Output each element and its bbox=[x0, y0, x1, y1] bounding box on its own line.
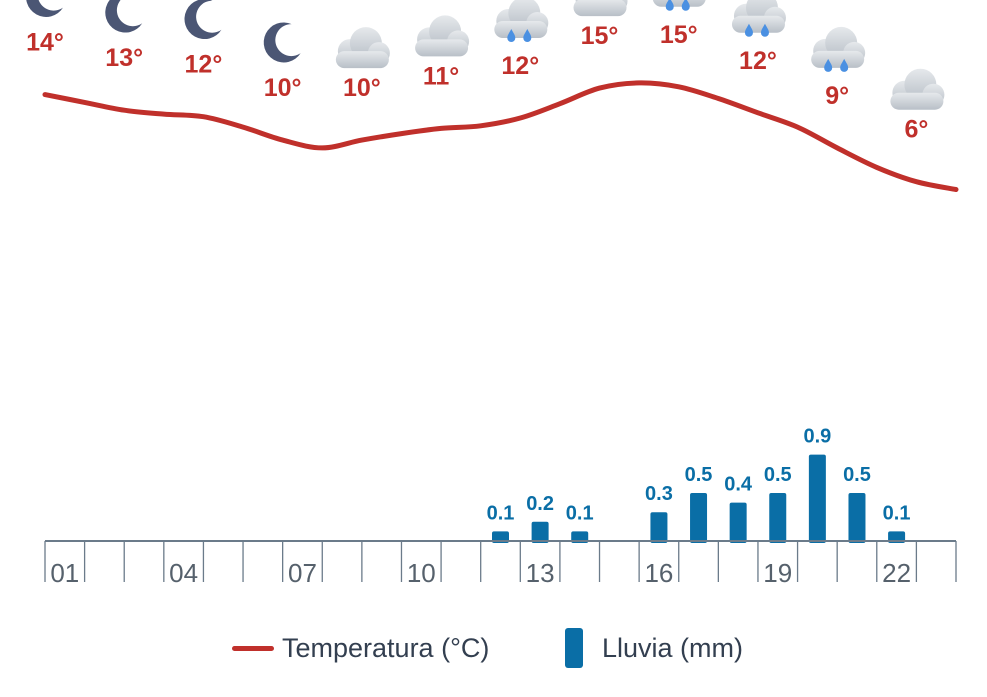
rain-drop bbox=[523, 29, 532, 42]
temperature-label: 13° bbox=[105, 44, 143, 72]
cloud-base bbox=[494, 21, 548, 38]
temperature-label: 12° bbox=[739, 47, 777, 75]
cloud-icon bbox=[890, 68, 945, 110]
temperature-label: 12° bbox=[185, 51, 223, 79]
rain-bar bbox=[848, 493, 866, 543]
temperature-label: 12° bbox=[501, 52, 539, 80]
x-tick-label: 22 bbox=[882, 558, 911, 588]
cloud-base bbox=[811, 50, 865, 68]
moon-shape bbox=[26, 0, 63, 17]
legend: Temperatura (°C) Lluvia (mm) bbox=[0, 620, 987, 676]
rain-bar bbox=[690, 493, 708, 543]
legend-label-rain: Lluvia (mm) bbox=[602, 632, 744, 663]
rain-value-label: 0.9 bbox=[803, 426, 831, 448]
temperature-label: 6° bbox=[904, 116, 928, 144]
x-tick-label: 16 bbox=[644, 558, 673, 588]
x-tick-label: 19 bbox=[763, 558, 792, 588]
x-axis: 01 04 07 10 13 16 19 22 bbox=[44, 540, 957, 588]
cloud-shape bbox=[415, 15, 470, 57]
legend-item-rain: Lluvia (mm) bbox=[565, 620, 743, 676]
rain-cloud-icon bbox=[811, 26, 866, 72]
temperature-label: 9° bbox=[825, 82, 849, 110]
rain-drop bbox=[665, 0, 674, 11]
temperature-line bbox=[42, 80, 959, 192]
rain-cloud-icon bbox=[731, 0, 786, 37]
rain-cloud-icon bbox=[494, 0, 549, 42]
rain-bar bbox=[769, 493, 787, 543]
rain-drop bbox=[824, 58, 833, 72]
cloud-base bbox=[335, 51, 389, 69]
temperature-label: 15° bbox=[581, 22, 619, 50]
rain-value-label: 0.1 bbox=[566, 502, 594, 524]
rain-value-labels: 0.1 0.2 0.1 0.3 0.5 0.4 0.5 0.9 0.5 0.1 bbox=[487, 426, 911, 525]
moon-icon bbox=[184, 0, 222, 39]
rain-bar bbox=[531, 521, 549, 543]
rain-drop bbox=[744, 23, 753, 37]
temperature-label: 10° bbox=[343, 74, 381, 102]
moon-shape bbox=[184, 0, 222, 39]
x-tick-label: 07 bbox=[288, 558, 317, 588]
cloud-base bbox=[731, 15, 785, 33]
moon-shape bbox=[105, 0, 143, 33]
moon-shape bbox=[263, 22, 301, 63]
cloud-shape bbox=[335, 27, 390, 69]
rain-bar bbox=[729, 502, 747, 543]
rain-bar bbox=[650, 512, 668, 543]
temperature-swatch bbox=[232, 645, 274, 651]
x-tick-label: 01 bbox=[50, 558, 79, 588]
cloud-icon bbox=[335, 27, 390, 69]
rain-drop bbox=[681, 0, 690, 11]
rain-series bbox=[492, 454, 906, 543]
weather-chart: 14°13° 12°10° 10° 11° 12°15° 15°12°9°6° 0.1 0.… bbox=[26, 0, 959, 588]
rain-value-label: 0.3 bbox=[645, 483, 673, 505]
cloud-base bbox=[890, 92, 944, 110]
cloud-icon bbox=[415, 15, 470, 57]
cloud-base bbox=[652, 0, 706, 7]
x-tick-label: 04 bbox=[169, 558, 198, 588]
temperature-series bbox=[42, 80, 959, 192]
cloud-shape bbox=[494, 0, 549, 38]
weather-icons bbox=[26, 0, 945, 110]
x-tick-label: 13 bbox=[526, 558, 555, 588]
temperature-label: 11° bbox=[423, 62, 459, 90]
rain-swatch bbox=[565, 628, 583, 668]
legend-label-temperature: Temperatura (°C) bbox=[282, 632, 490, 663]
rain-value-label: 0.5 bbox=[843, 464, 871, 486]
cloud-shape bbox=[890, 68, 945, 110]
cloud-shape bbox=[573, 0, 628, 17]
rain-cloud-icon bbox=[652, 0, 706, 11]
cloud-icon bbox=[573, 0, 628, 17]
cloud-shape bbox=[652, 0, 706, 7]
cloud-shape bbox=[731, 0, 786, 33]
rain-drop bbox=[507, 29, 516, 42]
rain-value-label: 0.1 bbox=[487, 502, 515, 524]
rain-value-label: 0.4 bbox=[724, 474, 753, 496]
x-tick-label: 10 bbox=[407, 558, 436, 588]
rain-drop bbox=[840, 58, 849, 72]
cloud-shape bbox=[811, 26, 866, 68]
temperature-label: 10° bbox=[264, 74, 302, 102]
rain-value-label: 0.1 bbox=[883, 502, 911, 524]
cloud-base bbox=[415, 39, 469, 57]
legend-item-temperature: Temperatura (°C) bbox=[232, 620, 489, 676]
temperature-label: 14° bbox=[26, 29, 64, 57]
rain-drop bbox=[760, 23, 769, 37]
temperature-label: 15° bbox=[660, 21, 698, 49]
rain-value-label: 0.5 bbox=[764, 464, 792, 486]
cloud-base bbox=[573, 0, 627, 17]
moon-icon bbox=[105, 0, 143, 33]
rain-bar bbox=[808, 454, 826, 543]
rain-value-label: 0.5 bbox=[685, 464, 713, 486]
moon-icon bbox=[263, 22, 301, 63]
moon-icon bbox=[26, 0, 63, 17]
temperature-labels: 14° 13° 12° 10° 10° 11° 12° 15° 15° 12° 9° 6° bbox=[26, 21, 928, 144]
rain-value-label: 0.2 bbox=[526, 493, 554, 515]
